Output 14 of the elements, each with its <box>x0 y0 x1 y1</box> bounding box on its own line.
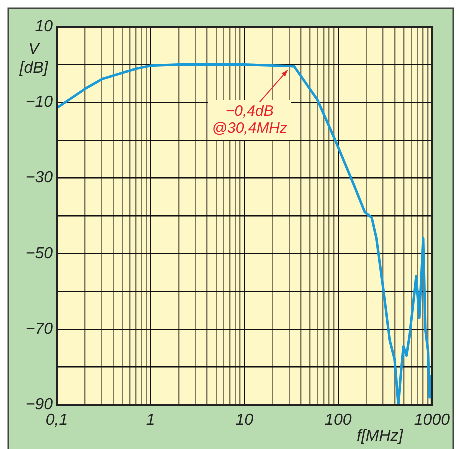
y-tick-label: −70 <box>26 320 54 338</box>
x-tick-label: 0,1 <box>46 412 68 430</box>
y-tick-label: −10 <box>26 94 54 112</box>
y-tick-label: −90 <box>26 396 54 414</box>
y-axis-title: V [dB] <box>18 41 49 77</box>
y-tick-label: 10 <box>35 18 54 36</box>
x-axis-title: f[MHz] <box>357 428 404 445</box>
annotation: −0,4dB @30,4MHz <box>212 102 288 137</box>
x-tick-label: 1 <box>146 412 156 430</box>
x-tick-label: 1000 <box>414 412 450 430</box>
y-tick-label: −30 <box>26 170 54 187</box>
y-tick-label: −50 <box>26 245 54 262</box>
x-tick-label: 100 <box>325 412 352 430</box>
x-tick-label: 10 <box>236 412 254 430</box>
